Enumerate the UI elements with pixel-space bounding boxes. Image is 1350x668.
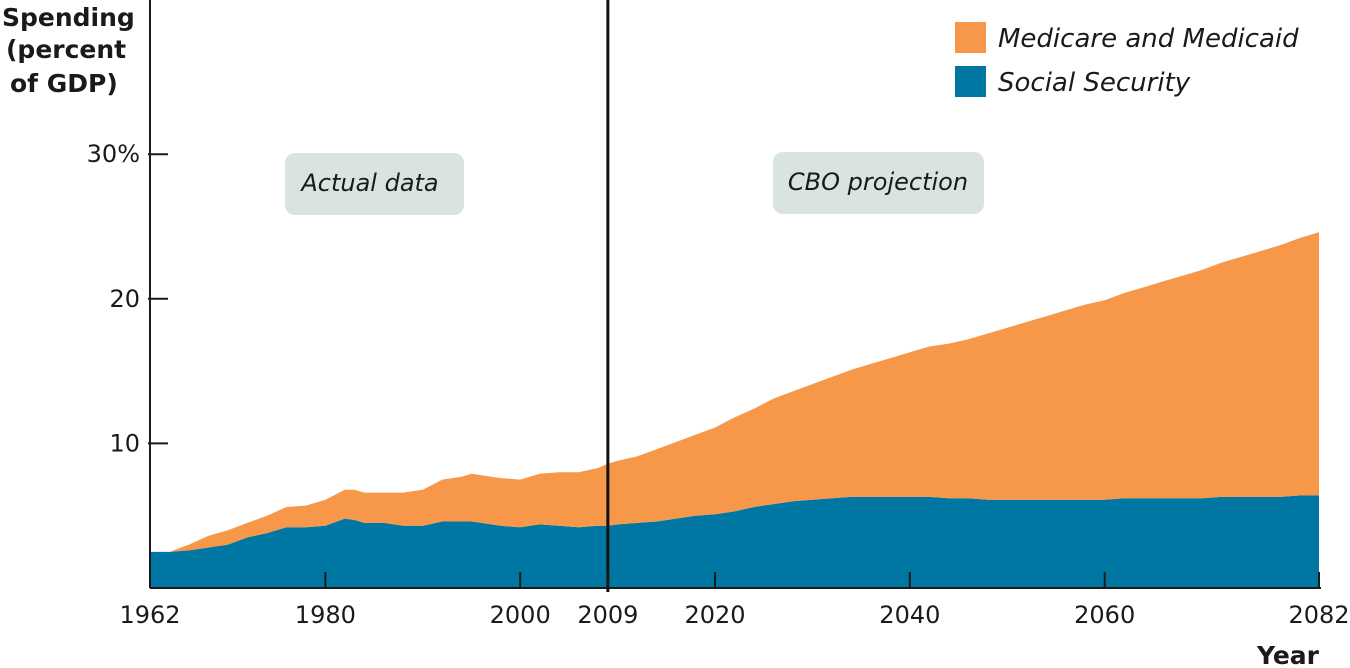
actual-data-label-box <box>285 153 464 215</box>
y-axis-label-line-1: Spending <box>2 3 135 32</box>
legend-label-medicare: Medicare and Medicaid <box>998 24 1299 54</box>
x-tick-label-1962: 1962 <box>119 601 180 629</box>
y-axis-label-line-2: (percent <box>6 35 126 64</box>
x-tick-label-1980: 1980 <box>295 601 356 629</box>
y-axis-label-line-3: of GDP) <box>10 69 118 98</box>
x-tick-label-2020: 2020 <box>684 601 745 629</box>
actual-data-label: Actual data <box>299 169 438 197</box>
x-tick-label-2060: 2060 <box>1074 601 1135 629</box>
cbo-projection-label-box <box>773 152 984 214</box>
x-tick-label-2000: 2000 <box>490 601 551 629</box>
y-tick-label-10: 10 <box>109 429 140 457</box>
x-tick-label-2082: 2082 <box>1288 601 1349 629</box>
cbo-projection-label: CBO projection <box>788 168 968 196</box>
area-series-group <box>150 232 1319 588</box>
legend-label-social-security: Social Security <box>998 68 1191 98</box>
legend-swatch-medicare <box>955 22 986 53</box>
y-tick-label-20: 20 <box>109 285 140 313</box>
legend-swatch-social-security <box>955 66 986 97</box>
x-tick-label-2040: 2040 <box>879 601 940 629</box>
axes-group <box>149 0 1321 592</box>
area-social-security <box>150 495 1319 588</box>
x-tick-label-2009: 2009 <box>577 601 638 629</box>
y-tick-label-30: 30% <box>87 140 140 168</box>
area-medicare-and-medicaid <box>150 232 1319 552</box>
tick-group: 10 20 30% 1962 1980 2000 2009 2020 2040 2060 2082 <box>87 140 1350 629</box>
x-axis-label: Year <box>1256 641 1320 668</box>
